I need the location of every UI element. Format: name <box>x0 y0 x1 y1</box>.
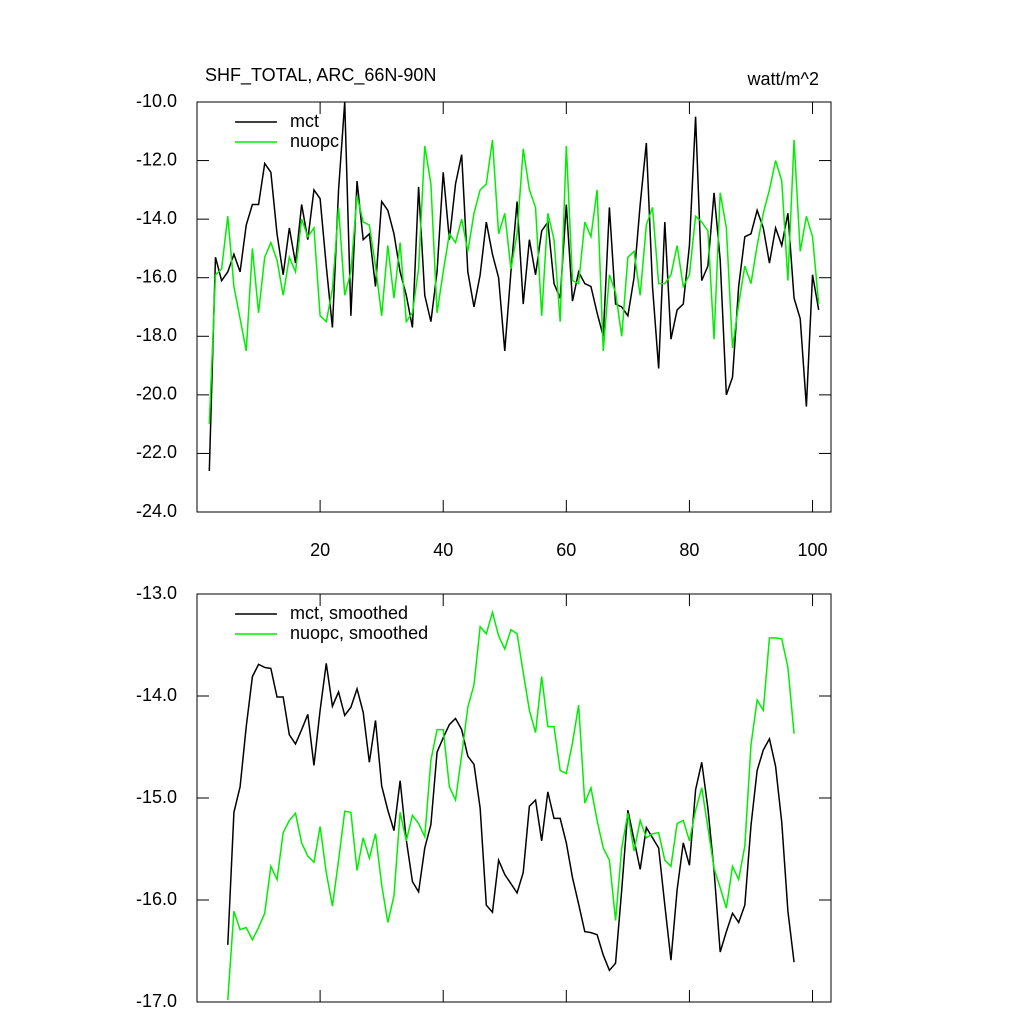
legend-label: mct, smoothed <box>290 603 408 623</box>
y-tick-label: -18.0 <box>136 325 177 345</box>
y-tick-label: -17.0 <box>136 991 177 1011</box>
y-tick-label: -14.0 <box>136 208 177 228</box>
x-tick-label: 40 <box>433 540 453 560</box>
y-tick-label: -16.0 <box>136 266 177 286</box>
y-tick-label: -24.0 <box>136 501 177 521</box>
x-tick-label: 20 <box>310 540 330 560</box>
legend-label: nuopc <box>290 131 339 151</box>
y-tick-label: -15.0 <box>136 787 177 807</box>
x-tick-label: 60 <box>556 540 576 560</box>
y-tick-label: -22.0 <box>136 442 177 462</box>
legend-label: mct <box>290 111 319 131</box>
data-line <box>208 139 820 425</box>
x-tick-label: 80 <box>679 540 699 560</box>
data-line <box>227 663 795 972</box>
plot-frame <box>196 593 832 1003</box>
x-tick-label: 100 <box>798 540 828 560</box>
plot-frame <box>196 101 832 513</box>
chart-title: SHF_TOTAL, ARC_66N-90N <box>205 65 436 86</box>
y-tick-label: -12.0 <box>136 149 177 169</box>
units-label: watt/m^2 <box>747 69 819 89</box>
data-line <box>208 101 820 472</box>
y-tick-label: -20.0 <box>136 384 177 404</box>
y-tick-label: -16.0 <box>136 889 177 909</box>
y-tick-label: -14.0 <box>136 685 177 705</box>
data-line <box>227 609 795 1001</box>
y-tick-label: -10.0 <box>136 91 177 111</box>
y-tick-label: -13.0 <box>136 583 177 603</box>
legend-label: nuopc, smoothed <box>290 623 428 643</box>
